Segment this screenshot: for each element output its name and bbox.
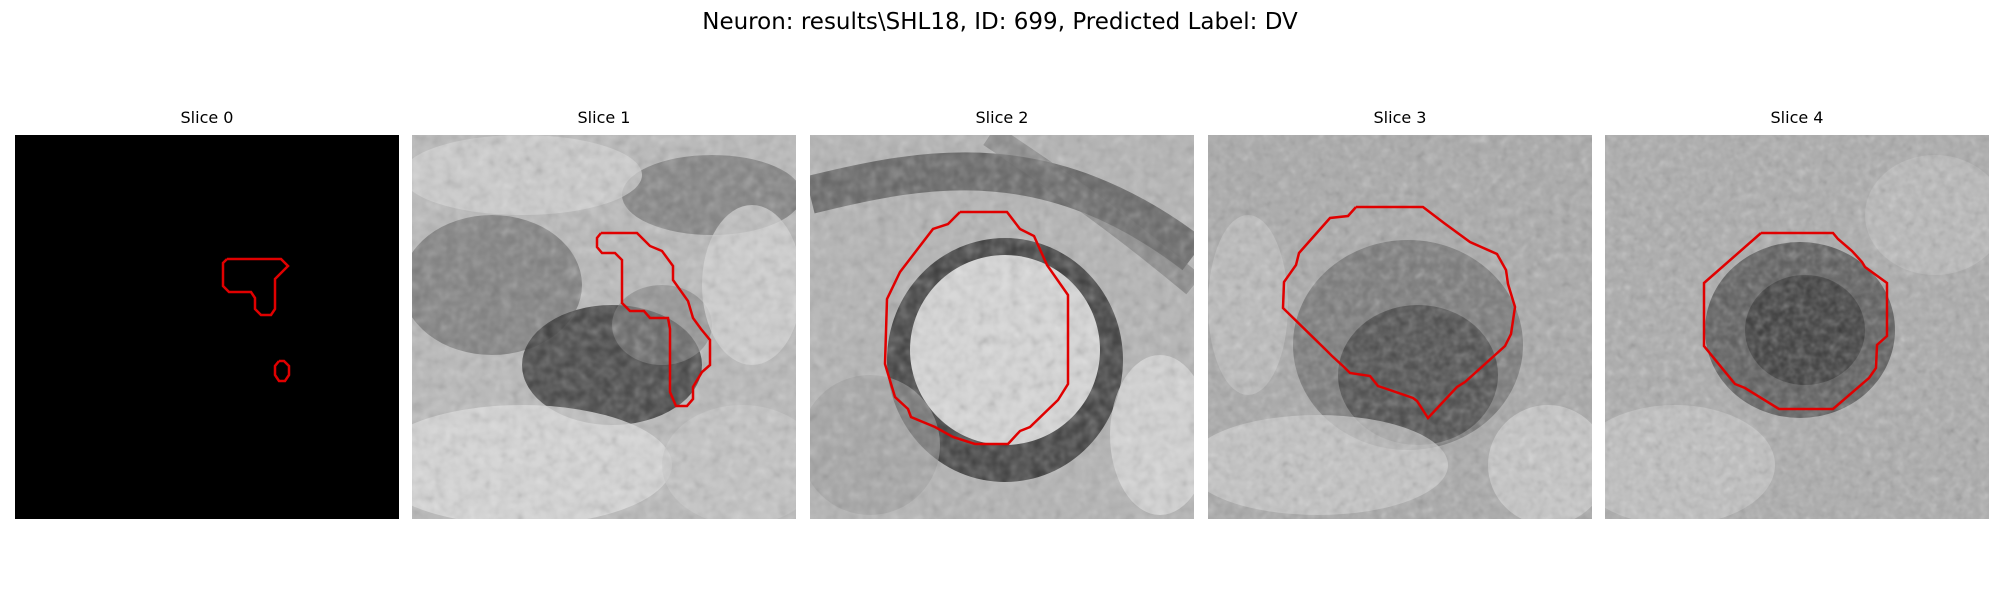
slice-panel-4: Slice 4 — [1605, 108, 1989, 519]
slice-background — [15, 135, 399, 519]
neuron-contour — [1702, 231, 1889, 411]
slice-image — [412, 135, 796, 519]
slice-title: Slice 3 — [1373, 108, 1427, 127]
neuron-contour — [883, 210, 1070, 446]
slice-panel-2: Slice 2 — [810, 108, 1194, 519]
neuron-contour — [221, 257, 290, 317]
neuron-contour — [1281, 205, 1517, 421]
neuron-contour — [273, 359, 291, 383]
slice-image — [15, 135, 399, 519]
neuron-contour — [595, 231, 712, 408]
slice-panel-3: Slice 3 — [1208, 108, 1592, 519]
slice-title: Slice 2 — [975, 108, 1029, 127]
slice-image — [810, 135, 1194, 519]
slice-image — [1605, 135, 1989, 519]
figure-title: Neuron: results\SHL18, ID: 699, Predicte… — [702, 9, 1298, 35]
slice-title: Slice 1 — [577, 108, 631, 127]
slice-image — [1208, 135, 1592, 519]
slice-panel-0: Slice 0 — [15, 108, 399, 519]
slice-title: Slice 0 — [180, 108, 234, 127]
slice-panel-1: Slice 1 — [412, 108, 796, 519]
slice-title: Slice 4 — [1770, 108, 1824, 127]
